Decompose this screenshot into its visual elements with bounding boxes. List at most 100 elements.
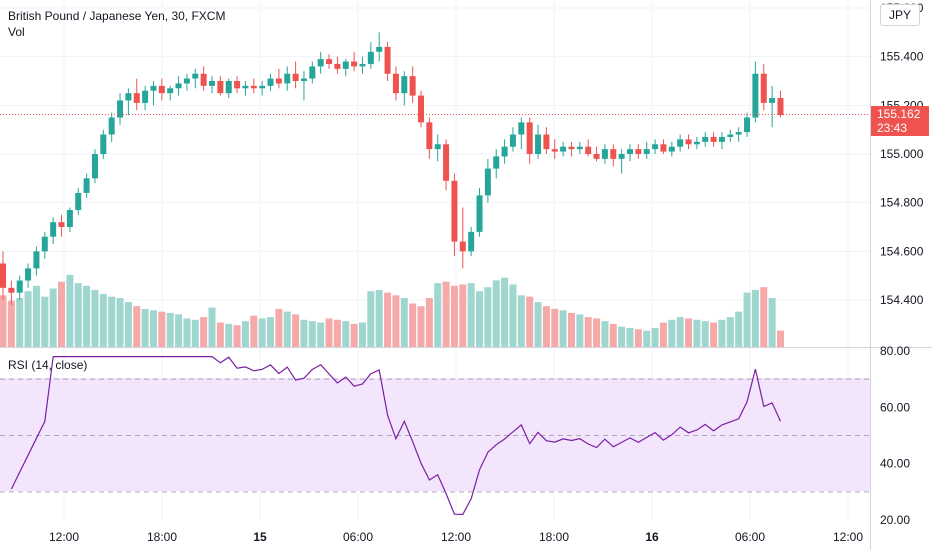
- rsi-panel: [0, 356, 870, 516]
- candle-body: [33, 251, 40, 269]
- candle-body: [217, 81, 224, 94]
- volume-bar: [735, 311, 743, 347]
- volume-bar: [576, 314, 584, 347]
- volume-bar: [776, 330, 784, 347]
- volume-bar: [200, 317, 208, 347]
- volume-bar: [409, 303, 417, 347]
- volume-bar: [517, 295, 525, 347]
- volume-bar: [175, 314, 183, 347]
- volume-bar: [593, 318, 601, 347]
- volume-bar: [760, 287, 768, 347]
- candle-body: [58, 222, 65, 227]
- volume-bar: [400, 298, 408, 347]
- candle-body: [384, 46, 391, 74]
- candle-body: [225, 81, 232, 94]
- volume-bar: [618, 326, 626, 347]
- volume-bars: [0, 274, 784, 347]
- candle-body: [50, 222, 57, 237]
- candle-body: [209, 81, 215, 86]
- candle-body: [250, 85, 257, 89]
- candle-body: [535, 134, 542, 154]
- volume-bar: [693, 319, 701, 347]
- candle-body: [593, 154, 600, 159]
- volume-bar: [83, 285, 91, 347]
- candle-body: [234, 81, 241, 89]
- time-tick-label: 18:00: [539, 530, 569, 544]
- volume-bar: [701, 321, 709, 347]
- volume-bar: [559, 310, 567, 347]
- volume-bar: [384, 292, 392, 347]
- volume-bar: [584, 317, 592, 347]
- symbol-legend[interactable]: British Pound / Japanese Yen, 30, FXCM: [8, 9, 226, 23]
- candle-body: [342, 61, 349, 69]
- last-price-value: 155.162: [877, 107, 921, 121]
- candle-body: [267, 78, 274, 86]
- volume-bar: [509, 284, 517, 347]
- candles: [0, 32, 784, 305]
- time-tick-label: 06:00: [735, 530, 765, 544]
- candle-body: [702, 136, 709, 142]
- volume-bar: [191, 319, 199, 347]
- volume-bar: [726, 317, 734, 347]
- candle-body: [426, 122, 433, 150]
- candle-body: [334, 63, 341, 69]
- volume-bar: [476, 291, 484, 347]
- currency-unit-button[interactable]: JPY: [880, 4, 920, 26]
- candle-body: [509, 134, 516, 147]
- candle-body: [66, 209, 73, 227]
- candle-body: [401, 76, 408, 94]
- candle-body: [351, 61, 358, 67]
- candle-body: [409, 76, 416, 96]
- volume-bar: [651, 327, 659, 347]
- candle-body: [392, 73, 399, 94]
- volume-bar: [300, 319, 308, 347]
- volume-bar: [108, 296, 116, 347]
- candle-body: [610, 149, 617, 159]
- volume-bar: [718, 319, 726, 347]
- candle-body: [693, 141, 700, 145]
- candle-body: [125, 93, 132, 101]
- volume-bar: [668, 319, 676, 347]
- candle-body: [200, 73, 207, 86]
- candle-body: [677, 139, 684, 147]
- time-tick-label: 16: [645, 530, 659, 544]
- volume-bar: [308, 321, 316, 347]
- volume-bar: [16, 298, 24, 347]
- bar-countdown: 23:43: [877, 121, 908, 135]
- rsi-legend[interactable]: RSI (14, close): [8, 358, 88, 372]
- volume-bar: [425, 298, 433, 347]
- volume-bar: [7, 300, 15, 347]
- candle-body: [718, 136, 725, 142]
- candle-body: [443, 144, 450, 181]
- candle-body: [484, 168, 491, 196]
- volume-bar: [158, 311, 166, 347]
- candle-body: [25, 268, 32, 281]
- volume-bar: [484, 287, 492, 347]
- candle-body: [150, 85, 157, 91]
- volume-bar: [183, 318, 191, 347]
- volume-bar: [116, 298, 124, 347]
- volume-bar: [333, 319, 341, 347]
- rsi-tick-label: 60.00: [880, 400, 910, 414]
- candle-body: [192, 73, 199, 79]
- candle-body: [326, 59, 333, 64]
- volume-bar: [275, 308, 283, 347]
- candle-body: [459, 241, 466, 252]
- price-tick-label: 154.600: [880, 244, 924, 258]
- volume-bar: [58, 281, 66, 347]
- volume-bar: [685, 318, 693, 347]
- candle-body: [727, 134, 734, 137]
- volume-bar: [534, 302, 542, 347]
- volume-bar: [0, 295, 7, 347]
- candle-body: [83, 178, 90, 193]
- volume-legend[interactable]: Vol: [8, 25, 25, 39]
- axes: 155.600155.400155.200155.000154.800154.6…: [49, 1, 924, 544]
- volume-bar: [567, 313, 575, 347]
- candle-body: [91, 154, 98, 179]
- volume-bar: [267, 317, 275, 347]
- time-tick-label: 18:00: [147, 530, 177, 544]
- volume-bar: [392, 295, 400, 347]
- volume-bar: [225, 323, 233, 347]
- volume-bar: [133, 306, 141, 347]
